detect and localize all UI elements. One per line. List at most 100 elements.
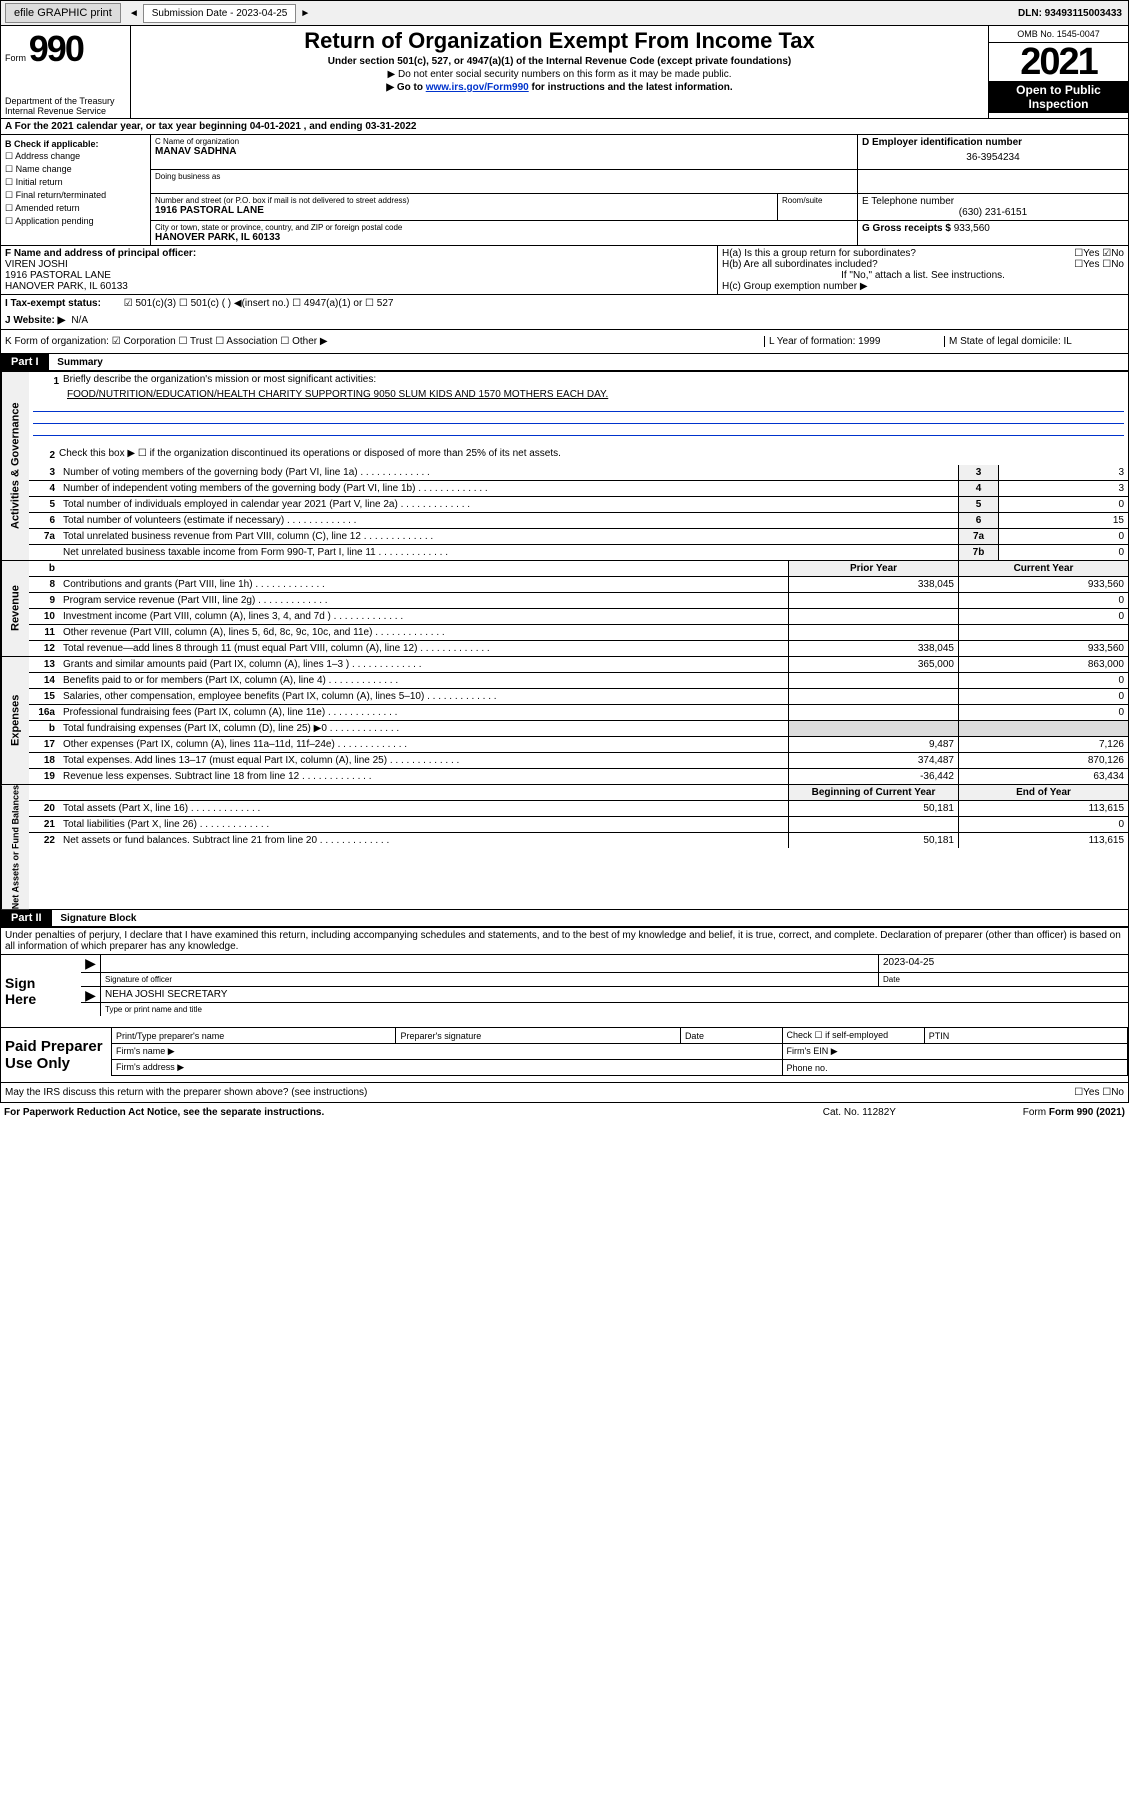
line-num: 10 — [29, 609, 59, 624]
year-formation: L Year of formation: 1999 — [764, 336, 944, 347]
line-desc: Salaries, other compensation, employee b… — [59, 689, 788, 704]
tax-exempt-label: I Tax-exempt status: — [5, 298, 101, 309]
line-desc: Grants and similar amounts paid (Part IX… — [59, 657, 788, 672]
part1-header: Part I Summary — [0, 354, 1129, 372]
current-val: 113,615 — [958, 833, 1128, 848]
submission-date: Submission Date - 2023-04-25 — [143, 4, 297, 23]
line-box: 4 — [958, 481, 998, 496]
prep-sig-hdr: Preparer's signature — [396, 1028, 680, 1044]
room-label: Room/suite — [782, 196, 853, 205]
footer-bar: For Paperwork Reduction Act Notice, see … — [0, 1103, 1129, 1122]
prior-val: 50,181 — [788, 801, 958, 816]
phone-label: E Telephone number — [862, 196, 1124, 207]
current-val: 870,126 — [958, 753, 1128, 768]
part2-title: Signature Block — [54, 913, 136, 924]
current-val: 0 — [958, 609, 1128, 624]
line-box: 3 — [958, 465, 998, 480]
line-val: 0 — [998, 497, 1128, 512]
efile-button[interactable]: efile GRAPHIC print — [5, 3, 121, 23]
prior-val: 9,487 — [788, 737, 958, 752]
prior-val — [788, 609, 958, 624]
chk-application-pending[interactable]: Application pending — [5, 216, 146, 227]
discuss-row: May the IRS discuss this return with the… — [0, 1083, 1129, 1103]
line-box: 6 — [958, 513, 998, 528]
line-desc: Benefits paid to or for members (Part IX… — [59, 673, 788, 688]
line-num: 22 — [29, 833, 59, 848]
line-box: 5 — [958, 497, 998, 512]
line-val: 0 — [998, 545, 1128, 560]
hc-label: H(c) Group exemption number ▶ — [722, 281, 1124, 292]
chk-final-return[interactable]: Final return/terminated — [5, 190, 146, 201]
line-num: 18 — [29, 753, 59, 768]
line-1-num: 1 — [33, 374, 63, 389]
col-prior-year: Prior Year — [788, 561, 958, 576]
hb-answer[interactable]: ☐Yes ☐No — [1074, 259, 1124, 270]
discuss-yn[interactable]: ☐Yes ☐No — [1074, 1087, 1124, 1098]
line-val: 3 — [998, 465, 1128, 480]
irs-link[interactable]: www.irs.gov/Form990 — [426, 82, 529, 93]
tax-exempt-opts[interactable]: ☑ 501(c)(3) ☐ 501(c) ( ) ◀(insert no.) ☐… — [104, 298, 394, 309]
sign-date: 2023-04-25 — [878, 955, 1128, 972]
gross-receipts-label: G Gross receipts $ — [862, 223, 951, 234]
officer-addr1: 1916 PASTORAL LANE — [5, 270, 713, 281]
line-2-desc[interactable]: Check this box ▶ ☐ if the organization d… — [59, 448, 561, 463]
summary-rev: Revenue b Prior Year Current Year 8 Cont… — [0, 561, 1129, 657]
prior-val — [788, 593, 958, 608]
line-num: 14 — [29, 673, 59, 688]
line-num: 20 — [29, 801, 59, 816]
website-value: N/A — [65, 315, 88, 326]
chk-name-change[interactable]: Name change — [5, 164, 146, 175]
line-2-num: 2 — [29, 448, 59, 463]
form-subtitle3: ▶ Go to www.irs.gov/Form990 for instruct… — [135, 82, 984, 93]
prior-val: -36,442 — [788, 769, 958, 784]
line-num: 5 — [29, 497, 59, 512]
ha-answer[interactable]: ☐Yes ☑No — [1074, 248, 1124, 259]
current-val: 0 — [958, 705, 1128, 720]
ein-value: 36-3954234 — [862, 148, 1124, 167]
summary-exp: Expenses 13 Grants and similar amounts p… — [0, 657, 1129, 785]
line-desc: Net assets or fund balances. Subtract li… — [59, 833, 788, 848]
side-net-assets: Net Assets or Fund Balances — [1, 785, 29, 909]
chk-initial-return[interactable]: Initial return — [5, 177, 146, 188]
org-name-label: C Name of organization — [155, 137, 853, 146]
line-desc: Total assets (Part X, line 16) — [59, 801, 788, 816]
addr-label: Number and street (or P.O. box if mail i… — [155, 196, 773, 205]
prior-val — [788, 673, 958, 688]
line-desc: Total number of volunteers (estimate if … — [59, 513, 958, 528]
line-num: 6 — [29, 513, 59, 528]
line-desc: Total unrelated business revenue from Pa… — [59, 529, 958, 544]
officer-typed-name: NEHA JOSHI SECRETARY — [101, 987, 1128, 1002]
line-num: 3 — [29, 465, 59, 480]
part1-title: Summary — [51, 357, 103, 368]
website-label: J Website: ▶ — [5, 315, 65, 326]
city-label: City or town, state or province, country… — [155, 223, 853, 232]
chk-amended-return[interactable]: Amended return — [5, 203, 146, 214]
prep-selfemp-hdr[interactable]: Check ☐ if self-employed — [782, 1028, 924, 1044]
prior-val — [788, 817, 958, 832]
line-val: 15 — [998, 513, 1128, 528]
line-num: 13 — [29, 657, 59, 672]
current-val: 863,000 — [958, 657, 1128, 672]
mission-text: FOOD/NUTRITION/EDUCATION/HEALTH CHARITY … — [33, 389, 1124, 400]
chk-address-change[interactable]: Address change — [5, 151, 146, 162]
prior-val: 338,045 — [788, 577, 958, 592]
state-domicile: M State of legal domicile: IL — [944, 336, 1124, 347]
row-j: J Website: ▶ N/A — [0, 312, 1129, 330]
line-num: 17 — [29, 737, 59, 752]
part2-header: Part II Signature Block — [0, 910, 1129, 928]
perjury-declaration: Under penalties of perjury, I declare th… — [0, 928, 1129, 955]
col-end: End of Year — [958, 785, 1128, 800]
block-b-to-g: B Check if applicable: Address change Na… — [0, 135, 1129, 246]
current-val: 0 — [958, 689, 1128, 704]
summary-net: Net Assets or Fund Balances Beginning of… — [0, 785, 1129, 910]
line-desc: Total fundraising expenses (Part IX, col… — [59, 721, 788, 736]
line-desc: Number of voting members of the governin… — [59, 465, 958, 480]
paperwork-notice: For Paperwork Reduction Act Notice, see … — [4, 1107, 823, 1118]
form-header: Form 990 Department of the Treasury Inte… — [0, 26, 1129, 119]
part2-tag: Part II — [1, 910, 52, 926]
firm-phone-label: Phone no. — [782, 1060, 1127, 1076]
line-num — [29, 545, 59, 560]
hb-label: H(b) Are all subordinates included? — [722, 259, 1074, 270]
prior-val — [788, 721, 958, 736]
form-of-org[interactable]: K Form of organization: ☑ Corporation ☐ … — [5, 336, 764, 347]
